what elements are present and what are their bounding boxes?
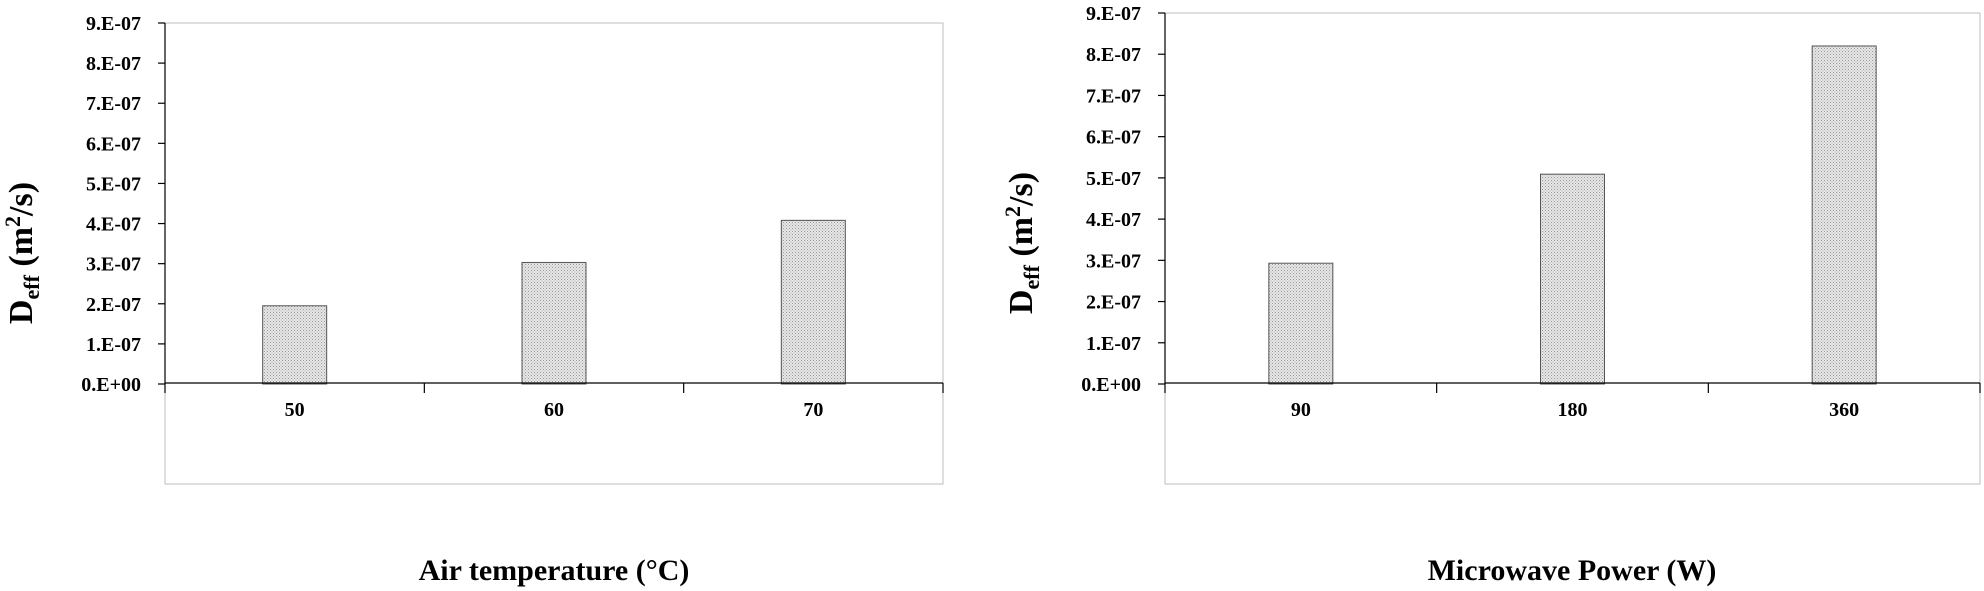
y-axis-title-main: D bbox=[3, 300, 40, 325]
x-tick-label: 90 bbox=[1291, 399, 1311, 421]
y-axis-title-unit-close: /s) bbox=[1003, 172, 1040, 207]
bar-180 bbox=[1540, 173, 1605, 385]
y-axis-title-subscript: eff bbox=[1019, 264, 1044, 289]
y-axis-title: Deff (m2/s) bbox=[1000, 172, 1044, 314]
y-axis-title-unit-close: /s) bbox=[3, 182, 40, 217]
bars bbox=[262, 219, 846, 385]
x-axis-title: Microwave Power (W) bbox=[1428, 554, 1717, 587]
bar-360 bbox=[1811, 45, 1877, 385]
y-tick-label: 3.E-07 bbox=[86, 254, 141, 276]
y-tick-label: 5.E-07 bbox=[86, 173, 141, 195]
x-axis: 50 60 70 bbox=[164, 382, 944, 421]
bar-90 bbox=[1268, 262, 1334, 385]
x-axis-title: Air temperature (°C) bbox=[419, 554, 690, 587]
x-tick-label: 60 bbox=[544, 399, 564, 421]
y-tick-label: 6.E-07 bbox=[86, 133, 141, 155]
y-tick-label: 9.E-07 bbox=[1086, 3, 1141, 25]
y-axis-title-unit-open: (m bbox=[1003, 217, 1040, 265]
y-tick-label: 0.E+00 bbox=[81, 374, 141, 396]
x-tick-label: 70 bbox=[803, 399, 823, 421]
y-tick-label: 1.E-07 bbox=[1086, 333, 1141, 355]
y-axis-title-superscript: 2 bbox=[0, 216, 25, 227]
x-axis: 90 180 360 bbox=[1164, 382, 1981, 421]
y-tick-label: 9.E-07 bbox=[86, 13, 141, 35]
y-tick-label: 4.E-07 bbox=[1086, 209, 1141, 231]
y-axis-title-main: D bbox=[1003, 290, 1040, 315]
y-tick-label: 2.E-07 bbox=[86, 294, 141, 316]
y-tick-label: 0.E+00 bbox=[1081, 374, 1141, 396]
y-axis-title: Deff (m2/s) bbox=[0, 182, 44, 324]
y-tick-label: 2.E-07 bbox=[1086, 292, 1141, 314]
y-axis-title-unit-open: (m bbox=[3, 227, 40, 275]
y-tick-label: 8.E-07 bbox=[86, 53, 141, 75]
y-axis: 0.E+00 1.E-07 2.E-07 3.E-07 4.E-07 5.E-07 6.E-… bbox=[1081, 3, 1166, 396]
bar-50 bbox=[262, 305, 328, 385]
bar-60 bbox=[521, 261, 587, 385]
y-tick-label: 3.E-07 bbox=[1086, 250, 1141, 272]
y-tick-label: 1.E-07 bbox=[86, 334, 141, 356]
y-tick-label: 7.E-07 bbox=[86, 93, 141, 115]
y-tick-label: 5.E-07 bbox=[1086, 168, 1141, 190]
bar-70 bbox=[780, 219, 846, 385]
y-tick-label: 8.E-07 bbox=[1086, 44, 1141, 66]
x-tick-label: 360 bbox=[1829, 399, 1859, 421]
y-axis-title-subscript: eff bbox=[19, 274, 44, 299]
y-axis-title-superscript: 2 bbox=[1000, 206, 1025, 217]
bars bbox=[1268, 45, 1877, 385]
y-tick-label: 4.E-07 bbox=[86, 214, 141, 236]
x-tick-label: 180 bbox=[1558, 399, 1588, 421]
chart-microwave-power: 0.E+00 1.E-07 2.E-07 3.E-07 4.E-07 5.E-07 6.E-… bbox=[1000, 3, 1981, 587]
chart-air-temperature: 0.E+00 1.E-07 2.E-07 3.E-07 4.E-07 5.E-07 6.E-… bbox=[0, 13, 944, 587]
y-axis: 0.E+00 1.E-07 2.E-07 3.E-07 4.E-07 5.E-07 6.E-… bbox=[81, 13, 166, 396]
y-tick-label: 6.E-07 bbox=[1086, 127, 1141, 149]
x-tick-label: 50 bbox=[285, 399, 305, 421]
y-tick-label: 7.E-07 bbox=[1086, 85, 1141, 107]
